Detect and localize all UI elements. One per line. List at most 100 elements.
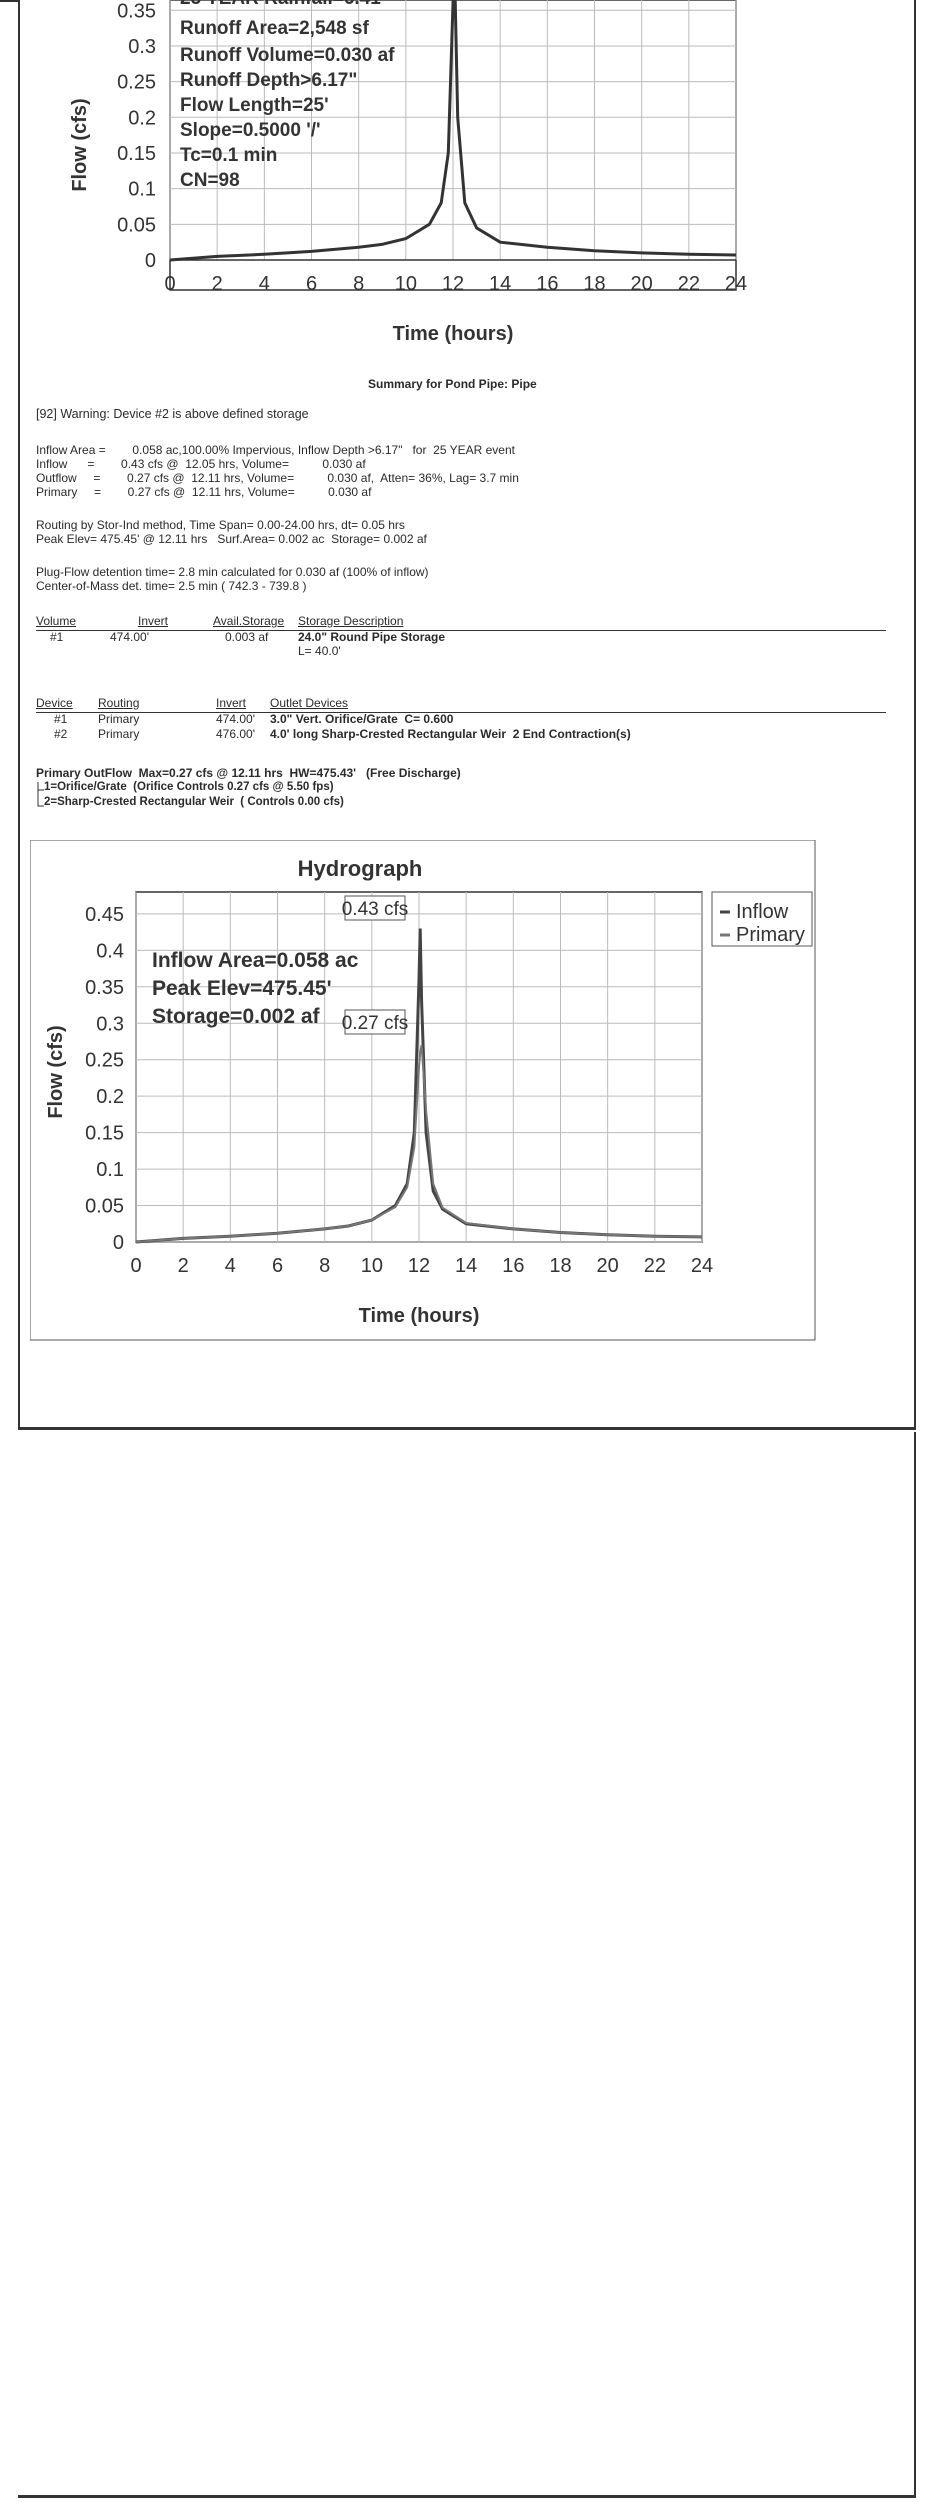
hydrograph-y-tick-label: 0 xyxy=(113,1232,124,1254)
hydrograph-x-tick-label: 2 xyxy=(178,1255,189,1277)
runoff-x-tick-label: 10 xyxy=(395,273,417,295)
page-frame-bottom xyxy=(18,1432,916,2498)
volume-row-length: L= 40.0' xyxy=(298,644,341,658)
runoff-annotation-1: 25 YEAR Rainfall=6.41" xyxy=(180,0,390,9)
flow-summary-line-1: Inflow Area = 0.058 ac,100.00% Imperviou… xyxy=(36,443,515,457)
hydrograph-y-tick-label: 0.4 xyxy=(96,940,124,962)
runoff-annotation-8: CN=98 xyxy=(180,170,240,191)
device-2-outlet: 4.0' long Sharp-Crested Rectangular Weir… xyxy=(270,727,631,741)
runoff-annotation-3: Runoff Volume=0.030 af xyxy=(180,45,395,66)
routing-line-1: Routing by Stor-Ind method, Time Span= 0… xyxy=(36,518,405,532)
hydrograph-annotation-1: Inflow Area=0.058 ac xyxy=(152,949,359,972)
hydrograph-y-tick-label: 0.25 xyxy=(85,1050,124,1072)
warning-text: [92] Warning: Device #2 is above defined… xyxy=(36,407,309,421)
volume-header-volume: Volume xyxy=(36,614,77,628)
runoff-chart: 00.050.10.150.20.250.30.35 0 2 4 6 8 10 12 14 16… xyxy=(69,0,747,345)
legend-primary-label: Primary xyxy=(736,924,805,946)
device-2-id: #2 xyxy=(54,727,68,741)
runoff-annotation-2: Runoff Area=2,548 sf xyxy=(180,18,370,39)
hydrograph-x-tick-label: 22 xyxy=(644,1255,666,1277)
volume-header-description: Storage Description xyxy=(298,614,404,628)
runoff-x-tick-label: 20 xyxy=(631,273,653,295)
hydrograph-x-tick-label: 4 xyxy=(225,1255,236,1277)
runoff-x-axis-label: Time (hours) xyxy=(393,323,514,345)
volume-header-avail-storage: Avail.Storage xyxy=(213,614,285,628)
device-2-routing: Primary xyxy=(98,727,140,741)
runoff-y-tick-label: 0.1 xyxy=(128,179,156,201)
runoff-x-tick-label: 0 xyxy=(164,273,175,295)
page-frame-top xyxy=(18,0,916,1430)
hydrograph-y-tick-label: 0.35 xyxy=(85,977,124,999)
svg-text:0.43 cfs: 0.43 cfs xyxy=(342,899,409,920)
legend-inflow-label: Inflow xyxy=(736,901,789,923)
peak-label-inflow: 0.43 cfs xyxy=(342,895,409,921)
runoff-x-tick-label: 22 xyxy=(678,273,700,295)
runoff-y-tick-label: 0.15 xyxy=(117,143,156,165)
routing-line-2: Peak Elev= 475.45' @ 12.11 hrs Surf.Area… xyxy=(36,532,427,546)
hydrograph-x-tick-label: 24 xyxy=(691,1255,713,1277)
hydrograph-legend: Inflow Primary xyxy=(711,891,813,947)
device-header-device: Device xyxy=(36,696,73,710)
device-header-invert: Invert xyxy=(216,696,247,710)
volume-row-id: #1 xyxy=(50,630,64,644)
hydrograph-x-tick-label: 18 xyxy=(549,1255,571,1277)
runoff-annotation-6: Slope=0.5000 '/' xyxy=(180,120,321,141)
outflow-line-3: 2=Sharp-Crested Rectangular Weir ( Contr… xyxy=(44,796,344,808)
volume-row-description: 24.0" Round Pipe Storage xyxy=(298,630,446,644)
section-title: Summary for Pond Pipe: Pipe xyxy=(368,377,537,391)
hydrograph-x-axis-label: Time (hours) xyxy=(359,1305,480,1327)
runoff-y-axis-label: Flow (cfs) xyxy=(69,98,91,191)
runoff-series-line xyxy=(169,0,737,262)
device-2-invert: 476.00' xyxy=(216,727,255,741)
volume-row-avail-storage: 0.003 af xyxy=(225,630,269,644)
hydrograph-annotation-3: Storage=0.002 af xyxy=(152,1005,321,1028)
hydrograph-x-tick-label: 10 xyxy=(361,1255,383,1277)
flow-summary-line-4: Primary = 0.27 cfs @ 12.11 hrs, Volume= … xyxy=(36,485,372,499)
volume-row-invert: 474.00' xyxy=(110,630,149,644)
flow-summary-line-3: Outflow = 0.27 cfs @ 12.11 hrs, Volume= … xyxy=(36,471,519,485)
hydrograph-x-tick-label: 8 xyxy=(319,1255,330,1277)
hydrograph-x-tick-label: 0 xyxy=(130,1255,141,1277)
hydrograph-x-tick-label: 6 xyxy=(272,1255,283,1277)
runoff-y-tick-label: 0.3 xyxy=(128,36,156,58)
hydrograph-x-tick-label: 20 xyxy=(597,1255,619,1277)
outflow-line-2: 1=Orifice/Grate (Orifice Controls 0.27 c… xyxy=(44,781,334,793)
runoff-x-tick-label: 16 xyxy=(536,273,558,295)
hydrograph-x-tick-label: 16 xyxy=(502,1255,524,1277)
hydrograph-chart: Hydrograph 0 0.05 0.1 0.15 0.2 0.25 0.3 0.35 0.4… xyxy=(30,840,816,1341)
detention-line-2: Center-of-Mass det. time= 2.5 min ( 742.… xyxy=(36,579,307,593)
detention-line-1: Plug-Flow detention time= 2.8 min calcul… xyxy=(36,565,429,579)
hydrograph-x-tick-label: 14 xyxy=(455,1255,477,1277)
runoff-x-tick-label: 18 xyxy=(583,273,605,295)
device-1-id: #1 xyxy=(54,712,68,726)
svg-text:0.27 cfs: 0.27 cfs xyxy=(342,1013,409,1034)
outflow-tree-lines xyxy=(37,782,44,807)
runoff-annotation-4: Runoff Depth>6.17" xyxy=(180,70,357,91)
hydrograph-y-tick-label: 0.2 xyxy=(96,1086,124,1108)
device-header-routing: Routing xyxy=(98,696,140,710)
device-1-invert: 474.00' xyxy=(216,712,255,726)
runoff-x-tick-label: 4 xyxy=(259,273,270,295)
outflow-line-1: Primary OutFlow Max=0.27 cfs @ 12.11 hrs… xyxy=(36,766,461,780)
hydrograph-outer-frame xyxy=(30,840,816,1341)
runoff-x-tick-label: 2 xyxy=(212,273,223,295)
runoff-y-tick-label: 0.05 xyxy=(117,214,156,236)
hydrograph-y-axis-label: Flow (cfs) xyxy=(45,1025,67,1118)
hydrograph-y-tick-label: 0.3 xyxy=(96,1013,124,1035)
peak-label-primary: 0.27 cfs xyxy=(342,1009,409,1035)
runoff-x-tick-label: 24 xyxy=(725,273,747,295)
hydrograph-y-tick-label: 0.1 xyxy=(96,1159,124,1181)
runoff-y-tick-label: 0.35 xyxy=(117,0,156,22)
runoff-x-tick-label: 12 xyxy=(442,273,464,295)
volume-header-invert: Invert xyxy=(138,614,169,628)
runoff-y-tick-label: 0.25 xyxy=(117,72,156,94)
runoff-x-tick-label: 14 xyxy=(489,273,511,295)
flow-summary-line-2: Inflow = 0.43 cfs @ 12.05 hrs, Volume= 0… xyxy=(36,457,366,471)
runoff-annotation-5: Flow Length=25' xyxy=(180,95,329,116)
runoff-annotation-7: Tc=0.1 min xyxy=(180,145,277,166)
runoff-x-tick-label: 6 xyxy=(306,273,317,295)
hydrograph-y-tick-label: 0.15 xyxy=(85,1123,124,1145)
runoff-y-tick-label: 0 xyxy=(145,250,156,272)
hydrograph-y-tick-label: 0.05 xyxy=(85,1196,124,1218)
hydrograph-x-tick-label: 12 xyxy=(408,1255,430,1277)
